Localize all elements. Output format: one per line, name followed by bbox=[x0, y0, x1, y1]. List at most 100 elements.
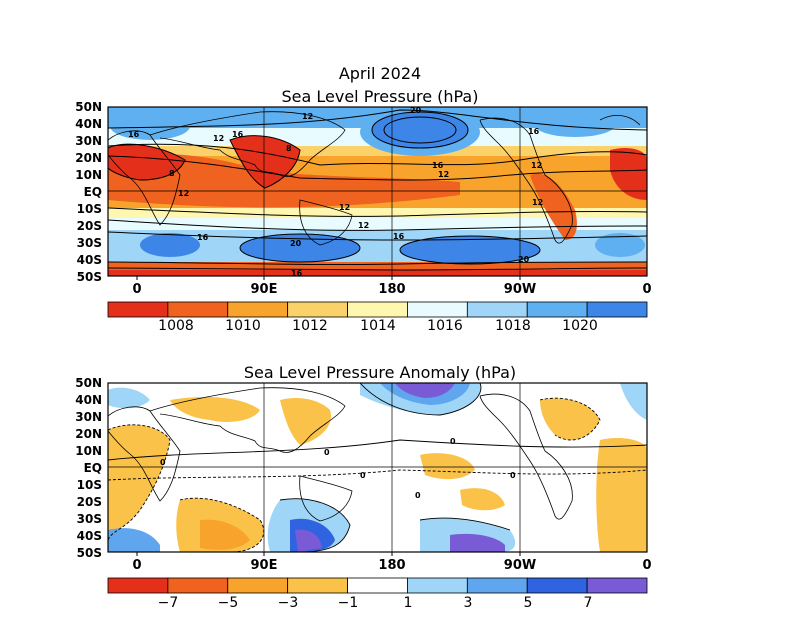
colorbar-swatch bbox=[526, 577, 588, 594]
colorbar-swatch bbox=[466, 577, 528, 594]
slp-south-transition bbox=[108, 208, 647, 220]
colorbar-swatch bbox=[227, 301, 289, 318]
slp-sindian-high bbox=[240, 234, 360, 262]
anom-pos-natl bbox=[108, 387, 150, 409]
contour-label: 16 bbox=[528, 127, 540, 136]
anom-neg-natl bbox=[540, 398, 600, 440]
contour-label: 0 bbox=[510, 471, 516, 480]
contour-label: 12 bbox=[531, 161, 542, 170]
lon-label: 90E bbox=[250, 558, 278, 573]
contour-label: 12 bbox=[438, 170, 449, 179]
lat-label: 40N bbox=[75, 393, 102, 407]
anom-neg-pac bbox=[420, 453, 475, 480]
lat-label: 20S bbox=[76, 219, 102, 233]
lon-label: 0 bbox=[132, 282, 142, 297]
colorbar-tick-label: 5 bbox=[523, 595, 533, 611]
lon-label: 0 bbox=[642, 558, 652, 573]
anom-frame bbox=[107, 382, 648, 553]
contour-label: 20 bbox=[290, 239, 302, 248]
anom-pos-saus-core bbox=[295, 529, 322, 552]
contour-label: 16 bbox=[432, 161, 444, 170]
contour-label: 12 bbox=[339, 203, 350, 212]
colorbar-tick-label: 1008 bbox=[158, 318, 194, 334]
anom-pos-npac-core bbox=[395, 383, 455, 398]
lat-label: 30S bbox=[76, 512, 102, 526]
anom-contour-labels: 0 0 0 0 0 0 bbox=[160, 437, 516, 500]
lat-label: 50N bbox=[75, 100, 102, 114]
panel1-title: Sea Level Pressure (hPa) bbox=[281, 87, 479, 106]
lon-label: 90W bbox=[503, 282, 537, 297]
contour-label: 0 bbox=[160, 458, 166, 467]
anom-pos-spac-core bbox=[450, 533, 505, 552]
anom-neg-sindian-core bbox=[200, 519, 250, 550]
colorbar-tick-label: −3 bbox=[277, 595, 299, 611]
anom-pos-satl bbox=[108, 528, 160, 552]
lat-label: 30S bbox=[76, 236, 102, 250]
contour-label: 0 bbox=[324, 448, 330, 457]
slp-south-light bbox=[108, 218, 647, 232]
contour-label: 20 bbox=[518, 255, 530, 264]
slp-spac-high bbox=[400, 236, 540, 264]
colorbar-tick-label: 1020 bbox=[562, 318, 598, 334]
slp-africa-low bbox=[108, 144, 185, 180]
colorbar-swatch bbox=[407, 301, 468, 318]
contour-label: 12 bbox=[358, 221, 369, 230]
colorbar-swatch bbox=[586, 577, 648, 594]
lat-label: 20S bbox=[76, 495, 102, 509]
colorbar-tick-label: 1012 bbox=[292, 318, 328, 334]
colorbar-tick-label: 3 bbox=[463, 595, 473, 611]
contour-label: 8 bbox=[286, 144, 292, 153]
anom-neg-africa bbox=[108, 424, 170, 540]
anom-neg-eurasia bbox=[170, 397, 260, 422]
slp-natl-high bbox=[535, 113, 615, 137]
lon-label: 90E bbox=[250, 282, 278, 297]
colorbar-swatch bbox=[526, 301, 588, 318]
colorbar-swatch bbox=[347, 577, 408, 594]
colorbar-tick-label: 1010 bbox=[225, 318, 261, 334]
anom-pos-eatl bbox=[620, 383, 647, 420]
colorbar-tick-label: 1018 bbox=[495, 318, 531, 334]
contour-label: 8 bbox=[169, 169, 175, 178]
colorbar-swatch bbox=[107, 577, 169, 594]
lon-label: 180 bbox=[378, 558, 406, 573]
colorbar-tick-label: 1 bbox=[403, 595, 413, 611]
contour-label: 12 bbox=[178, 189, 189, 198]
colorbar-swatch bbox=[287, 301, 348, 318]
colorbar-tick-label: −5 bbox=[217, 595, 239, 611]
contour-label: 16 bbox=[197, 233, 209, 242]
colorbar-swatch bbox=[586, 301, 648, 318]
contour-label: 16 bbox=[291, 269, 303, 278]
slp-contours bbox=[108, 109, 647, 271]
slp-npac-high bbox=[372, 112, 468, 148]
colorbar-swatch bbox=[107, 301, 169, 318]
colorbar-tick-label: −7 bbox=[157, 595, 179, 611]
slp-colorbar bbox=[107, 301, 648, 318]
anom-coastlines bbox=[108, 387, 573, 522]
contour-label: 16 bbox=[393, 232, 405, 241]
lat-label: 20N bbox=[75, 151, 102, 165]
anom-contours bbox=[108, 383, 647, 552]
lat-label: 40S bbox=[76, 253, 102, 267]
lon-label: 0 bbox=[642, 282, 652, 297]
contour-label: 12 bbox=[213, 134, 224, 143]
slp-ticks bbox=[136, 276, 521, 280]
lat-label: EQ bbox=[83, 185, 102, 199]
anom-ticks bbox=[136, 552, 521, 556]
colorbar-tick-label: −1 bbox=[337, 595, 359, 611]
anom-neg-eastasia bbox=[280, 398, 331, 445]
colorbar-swatch bbox=[227, 577, 289, 594]
lat-label: 30N bbox=[75, 134, 102, 148]
colorbar-tick-label: 1014 bbox=[360, 318, 396, 334]
slp-coastlines bbox=[108, 111, 641, 246]
anom-neg-spac bbox=[460, 488, 505, 511]
slp-map: 16 12 16 12 8 8 12 20 12 16 12 16 12 12 … bbox=[108, 107, 647, 278]
slp-euro-high bbox=[110, 112, 190, 140]
lat-label: 40S bbox=[76, 529, 102, 543]
lat-label: 30N bbox=[75, 410, 102, 424]
slp-satl-high bbox=[140, 233, 200, 257]
slp-antarctic-trough bbox=[108, 270, 647, 276]
contour-label: 16 bbox=[232, 130, 244, 139]
slp-grid bbox=[108, 107, 647, 276]
slp-satl-high-2 bbox=[595, 233, 645, 257]
